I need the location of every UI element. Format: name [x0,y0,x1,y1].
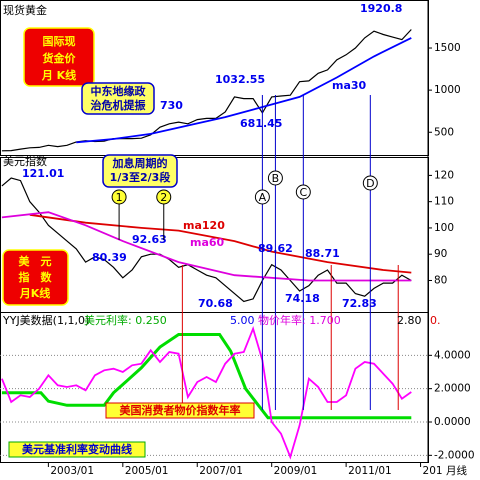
legend-entry: 美元基准利率变动曲线 [22,442,132,456]
value-label: 92.63 [132,233,167,246]
legend-box [8,441,146,458]
value-label: 730 [160,99,183,112]
header-text: 5.00 [230,314,255,327]
value-label: 121.01 [22,167,64,180]
event-label: D [366,177,374,190]
y-tick-label: 100 [434,222,454,234]
event-marker [267,170,283,186]
x-tick-label: 2007/01 [199,465,243,477]
callout-box [23,27,95,87]
y-tick-label: 80 [434,274,447,286]
legend-entry: ma120 [183,219,225,232]
x-tick-label: 2011/01 [348,465,392,477]
event-label: 2 [160,191,167,204]
y-tick-label: 1500 [434,42,461,54]
y-tick-label: 90 [434,248,447,260]
event-label: C [299,186,307,199]
y-tick-label: 120 [434,169,454,181]
x-tick-label: 2005/01 [125,465,169,477]
header-text: 物价年率: 1.700 [258,313,341,327]
value-label: 74.18 [285,292,320,305]
event-label: A [259,191,267,204]
x-axis-label: 月线 [446,464,467,477]
series-line [1,177,412,303]
callout-box [102,154,178,188]
x-tick-label: 2003/01 [50,465,94,477]
series-line [1,325,412,460]
header-text: 美元利率: 0.250 [84,313,167,327]
y-tick-label: 1000 [434,84,461,96]
callout-text: 加息周期的 [112,156,168,170]
event-label: B [272,172,280,185]
chart-title: 美元指数 [3,154,47,168]
event-marker [156,189,172,205]
value-label: 70.68 [198,297,233,310]
y-tick-label: 0.0000 [434,416,471,428]
event-marker [254,189,270,205]
event-marker [111,189,127,205]
callout-text: 中东地缘政 [91,84,147,98]
series-line [29,213,412,274]
header-text: YYJ美数据(1,1,0) [2,313,89,327]
header-text: 0. [430,314,441,327]
series-line [1,333,412,420]
legend-entry: ma60 [190,236,225,249]
callout-text: 国际现 [43,34,76,48]
event-marker [295,184,311,200]
chart-title: 现货黄金 [3,3,47,17]
callout-text: 指 数 [19,270,53,284]
value-label: 1920.8 [360,2,402,15]
value-label: 681.45 [240,117,282,130]
callout-text: 1/3至2/3段 [110,170,171,184]
legend-box [105,402,255,419]
callout-text: 月K线 [19,286,51,300]
y-tick-label: 2.0000 [434,383,471,395]
y-tick-label: 4.0000 [434,349,471,361]
callout-text: 治危机提振 [91,98,146,112]
callout-box [81,82,155,115]
value-label: 1032.55 [215,73,265,86]
value-label: 88.71 [305,247,340,260]
event-marker [362,175,378,191]
event-label: 1 [116,191,123,204]
y-tick-label: 500 [434,126,454,138]
callout-text: 美 元 [19,254,52,268]
series-line [1,211,412,282]
legend-entry: 美国消费者物价指数年率 [120,403,241,417]
y-tick-label: 110 [434,196,454,208]
x-tick-label: 201 [423,465,443,477]
x-tick-label: 2009/01 [274,465,318,477]
callout-text: 货金价 [42,51,77,65]
value-label: 80.39 [92,251,127,264]
y-tick-label: -2.0000 [434,449,475,461]
legend-entry: ma30 [332,79,367,92]
callout-text: 月 K线 [41,68,76,82]
series-line [1,29,412,152]
header-text: 2.80 [397,314,422,327]
series-line [76,37,412,144]
value-label: 72.83 [342,297,377,310]
callout-box [2,249,69,306]
